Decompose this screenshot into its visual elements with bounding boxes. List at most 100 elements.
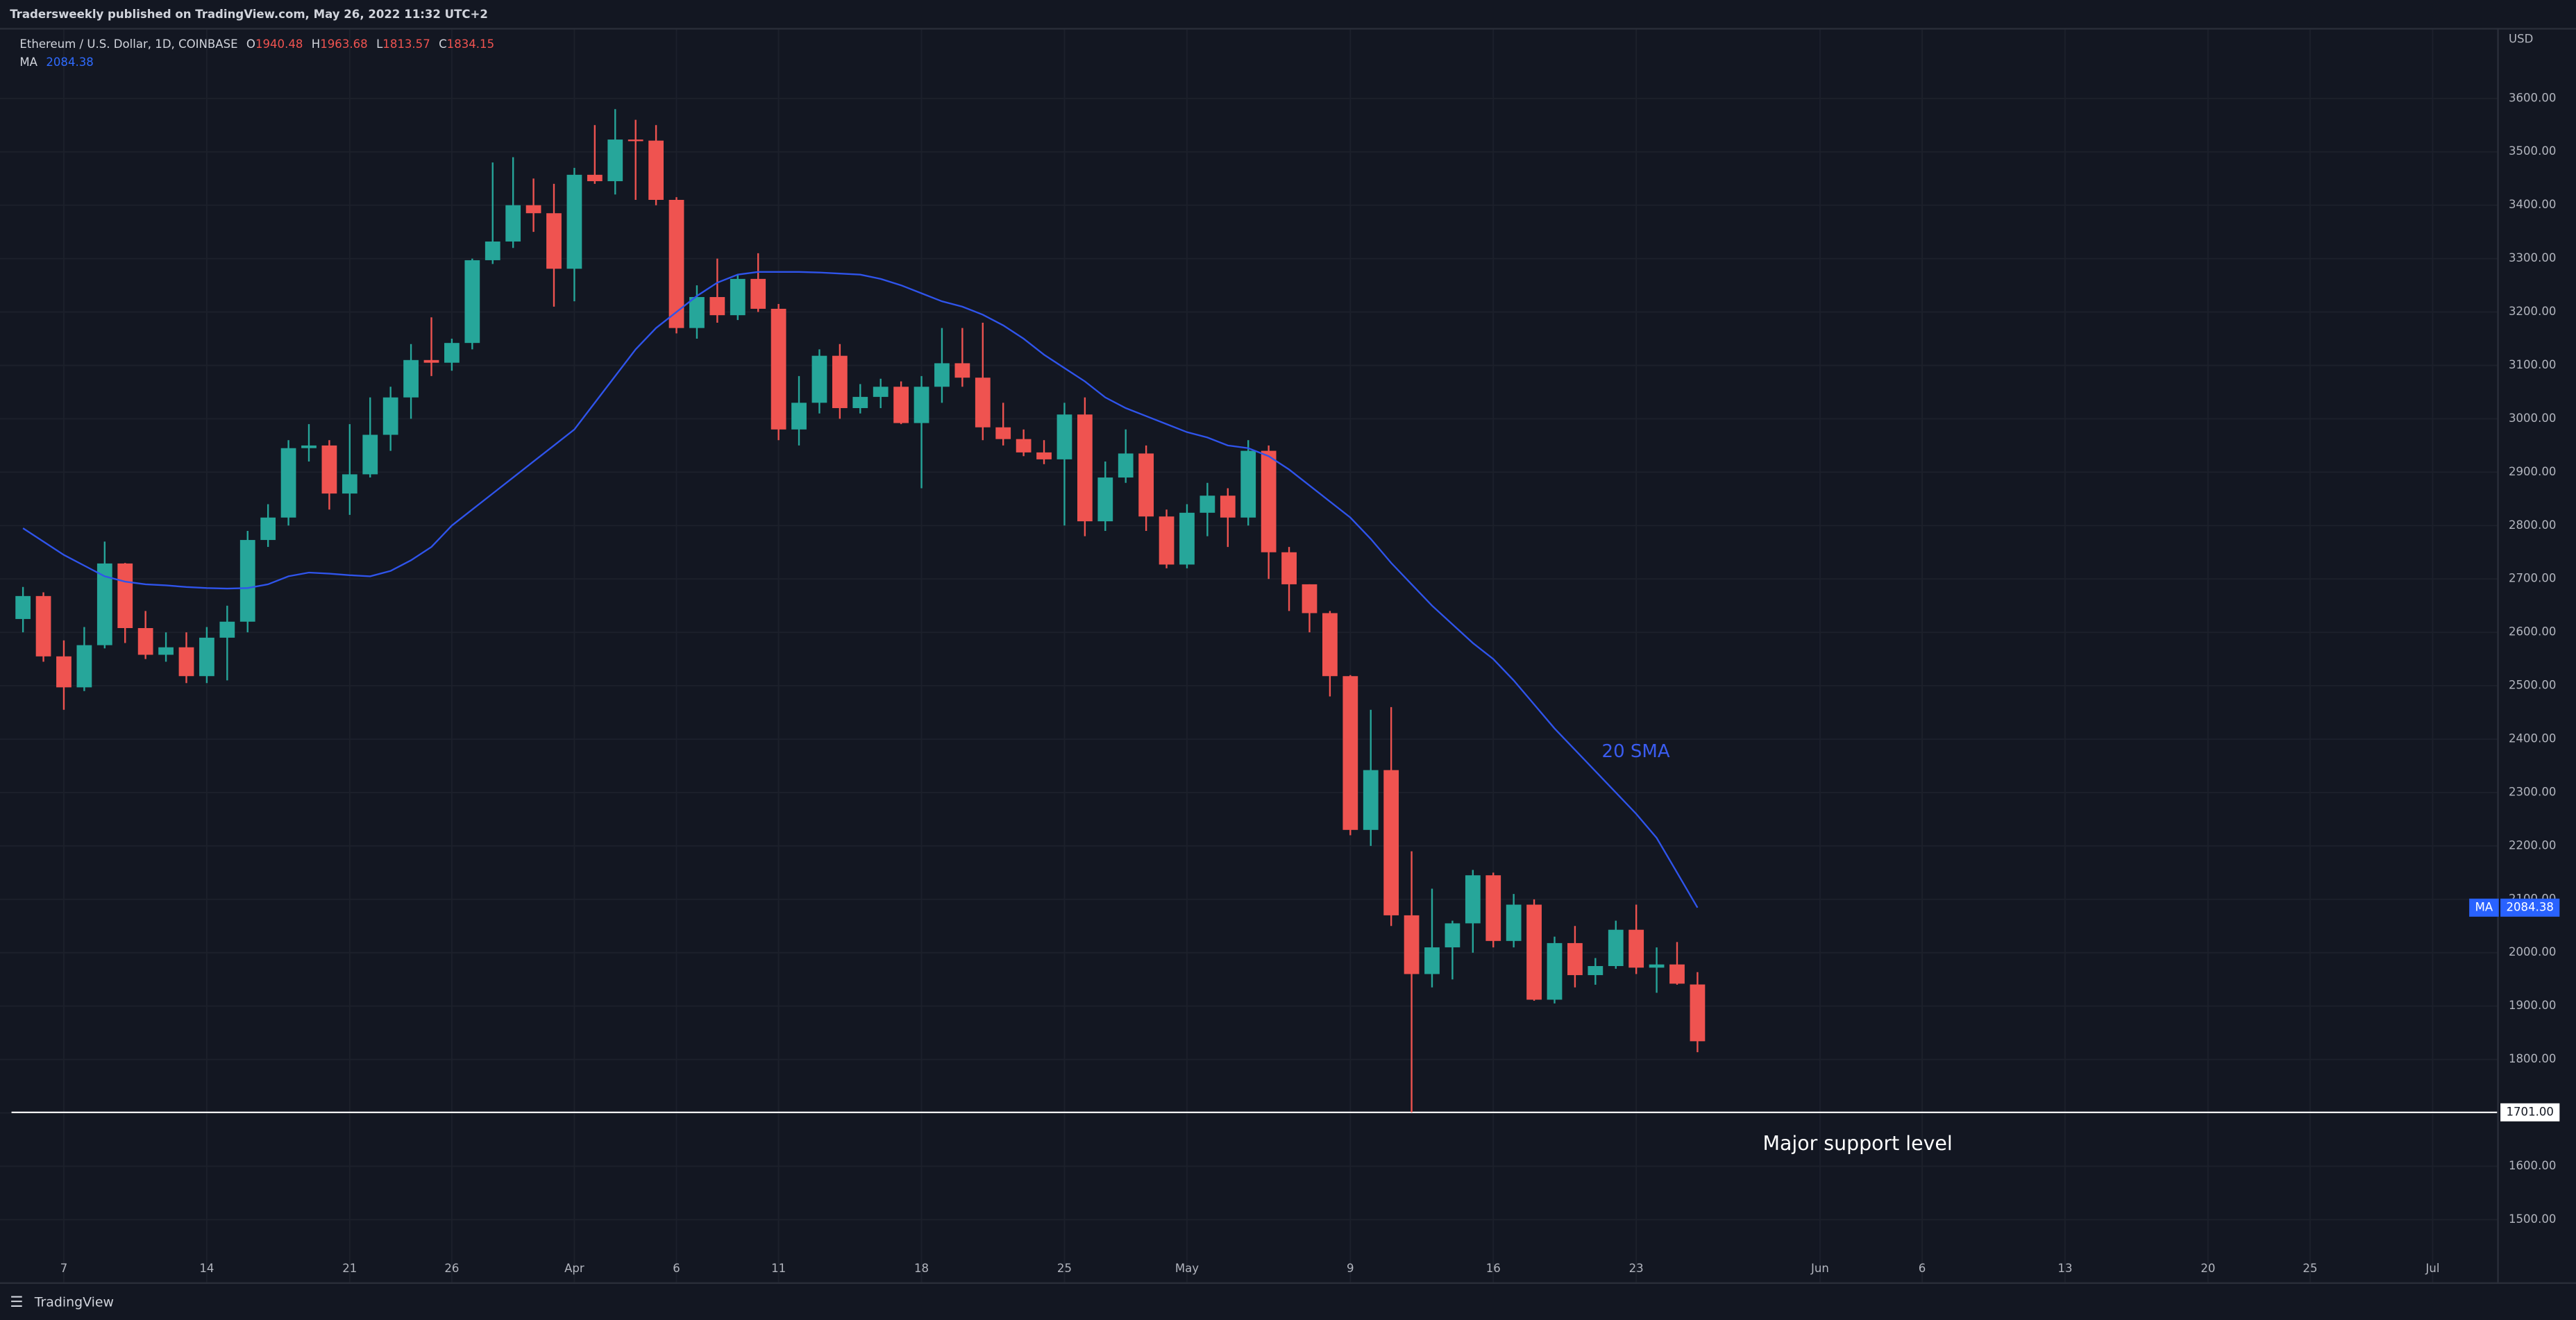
- y-tick-label: 2400.00: [2509, 732, 2556, 745]
- x-tick-label: 6: [1919, 1262, 1926, 1275]
- candle-body: [505, 205, 521, 242]
- candle-body: [1118, 453, 1134, 478]
- candle-body: [1342, 676, 1358, 830]
- ohlc-key: L: [376, 37, 383, 50]
- y-tick-label: 2300.00: [2509, 785, 2556, 798]
- candle-body: [628, 139, 643, 142]
- candle-body: [158, 647, 174, 655]
- candle-body: [1526, 904, 1542, 1000]
- y-tick-label: 3100.00: [2509, 358, 2556, 371]
- candle-body: [199, 637, 214, 677]
- footer-brand: TradingView: [34, 1295, 114, 1310]
- ma-legend-value: 2084.38: [46, 55, 93, 68]
- y-tick-label: 2800.00: [2509, 518, 2556, 532]
- candle-body: [1322, 613, 1338, 677]
- candle-body: [1261, 450, 1277, 552]
- support-label-box: [2500, 1103, 2560, 1122]
- plot: [11, 109, 2498, 1113]
- candle-body: [934, 363, 950, 387]
- header-bar: [0, 0, 2576, 28]
- y-tick-label: 2500.00: [2509, 679, 2556, 692]
- y-tick-label: 3200.00: [2509, 305, 2556, 318]
- candle-body: [301, 445, 317, 448]
- candle-body: [1077, 414, 1093, 522]
- y-tick-label: 3400.00: [2509, 198, 2556, 211]
- y-tick-label: 3600.00: [2509, 91, 2556, 104]
- candle-body: [852, 396, 868, 409]
- axes: 1500.001600.001700.001800.001900.002000.…: [60, 91, 2560, 1275]
- candle-body: [1240, 450, 1256, 518]
- ohlc-value: 1813.57: [382, 37, 430, 50]
- candle-body: [1097, 477, 1113, 522]
- ohlc-value: 1834.15: [447, 37, 494, 50]
- candle-body: [873, 387, 889, 397]
- candle-body: [178, 647, 194, 677]
- x-tick-label: 25: [1057, 1262, 1072, 1275]
- candle-body: [1669, 964, 1685, 984]
- x-tick-label: 25: [2303, 1262, 2317, 1275]
- candle-body: [1588, 965, 1603, 976]
- ma-value-label: 2084.38: [2507, 900, 2554, 913]
- candle-body: [403, 359, 419, 398]
- candle-body: [1383, 770, 1399, 915]
- symbol-name: Ethereum / U.S. Dollar, 1D, COINBASE: [19, 37, 237, 50]
- candle-body: [219, 621, 235, 638]
- candle-body: [1404, 915, 1420, 974]
- candle-body: [1547, 942, 1563, 1000]
- x-tick-label: 13: [2057, 1262, 2072, 1275]
- x-tick-label: 9: [1347, 1262, 1354, 1275]
- x-tick-label: Jun: [1810, 1262, 1829, 1275]
- x-tick-label: 23: [1629, 1262, 1644, 1275]
- candle-body: [566, 174, 582, 269]
- ohlc-value: 1940.48: [255, 37, 303, 50]
- x-tick-label: 14: [199, 1262, 214, 1275]
- candle-body: [1281, 552, 1297, 584]
- candle-body: [1485, 875, 1501, 941]
- y-tick-label: 2900.00: [2509, 465, 2556, 478]
- candle-body: [771, 308, 786, 430]
- ohlc-value: 1963.68: [320, 37, 367, 50]
- candle-body: [1220, 496, 1236, 518]
- currency-label: USD: [2509, 32, 2533, 45]
- candle-body: [382, 397, 398, 435]
- candle-body: [1649, 964, 1665, 968]
- candle-body: [485, 242, 500, 260]
- support-annotation: Major support level: [1762, 1132, 1952, 1155]
- candle-body: [689, 297, 705, 328]
- candle-body: [791, 403, 807, 430]
- candle-body: [1465, 875, 1481, 924]
- ma-line: [22, 271, 1699, 908]
- ohlc-key: O: [246, 37, 255, 50]
- x-tick-label: May: [1175, 1262, 1199, 1275]
- candle-body: [1016, 439, 1032, 452]
- x-tick-label: 18: [914, 1262, 929, 1275]
- candle-body: [342, 474, 357, 494]
- ohlc-key: H: [312, 37, 320, 50]
- candle-body: [444, 343, 460, 363]
- published-text: Tradersweekly published on TradingView.c…: [10, 8, 488, 21]
- candle-body: [893, 387, 909, 423]
- x-tick-label: 20: [2200, 1262, 2215, 1275]
- candle-body: [117, 563, 133, 629]
- candle-body: [464, 260, 480, 344]
- ohlc-key: C: [439, 37, 447, 50]
- y-tick-label: 3500.00: [2509, 144, 2556, 158]
- symbol-legend: Ethereum / U.S. Dollar, 1D, COINBASE O19…: [19, 37, 494, 50]
- candle-body: [56, 656, 71, 688]
- candle-body: [607, 139, 623, 182]
- candle-body: [1302, 584, 1318, 614]
- y-tick-label: 2200.00: [2509, 838, 2556, 852]
- x-tick-label: 16: [1486, 1262, 1501, 1275]
- candle-body: [1199, 496, 1215, 513]
- y-tick-label: 1600.00: [2509, 1159, 2556, 1172]
- footer-bar: [0, 1285, 2576, 1320]
- candle-body: [362, 434, 378, 475]
- ma-value-box: [2500, 898, 2560, 917]
- grid: [0, 29, 2498, 1283]
- candle-body: [137, 628, 153, 655]
- candle-body: [1608, 929, 1624, 966]
- candle-body: [76, 645, 92, 688]
- candle-body: [546, 213, 562, 269]
